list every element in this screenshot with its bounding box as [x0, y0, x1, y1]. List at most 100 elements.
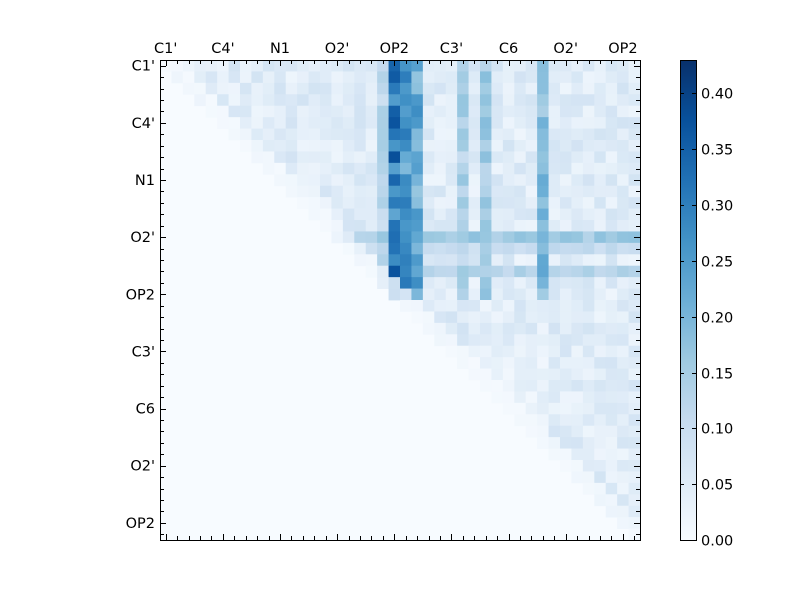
heatmap-cell [514, 357, 527, 369]
heatmap-cell [571, 368, 584, 381]
heatmap-cell [628, 208, 641, 221]
heatmap-cell [582, 174, 595, 187]
heatmap-cell [480, 357, 492, 369]
heatmap-cell [365, 220, 378, 232]
heatmap-cell [297, 185, 309, 198]
heatmap-cell [228, 105, 241, 118]
heatmap-cell [514, 265, 527, 278]
heatmap-cell [194, 71, 207, 84]
heatmap-cell [617, 288, 629, 301]
heatmap-cell [422, 94, 435, 107]
heatmap-cell [582, 117, 595, 129]
heatmap-cell [502, 220, 515, 232]
heatmap-cell [377, 265, 389, 278]
heatmap-cell [297, 82, 309, 95]
heatmap-cell [617, 105, 629, 118]
heatmap-cell [331, 162, 344, 175]
heatmap-cell [171, 71, 184, 84]
heatmap-cell [502, 151, 515, 164]
heatmap-cell [434, 197, 447, 209]
heatmap-cell [617, 460, 629, 472]
heatmap-cell [445, 185, 458, 198]
heatmap-cell [365, 231, 378, 244]
heatmap-cell [365, 254, 378, 267]
heatmap-cell [411, 128, 424, 141]
heatmap-cell [582, 220, 595, 232]
heatmap-cell [320, 60, 332, 72]
heatmap-cell [594, 460, 607, 472]
heatmap-cell [400, 128, 412, 141]
heatmap-cell [388, 220, 401, 232]
heatmap-cell [434, 322, 447, 335]
heatmap-cell [617, 220, 629, 232]
heatmap-cell [457, 185, 469, 198]
colorbar-tick-label: 0.35 [701, 143, 733, 159]
heatmap-cell [434, 162, 447, 175]
heatmap-cell [502, 368, 515, 381]
heatmap-cell [594, 414, 607, 427]
heatmap-cell [571, 185, 584, 198]
heatmap-cell [468, 254, 481, 267]
y-tick-label: C3' [132, 344, 155, 360]
heatmap-cell [445, 311, 458, 324]
heatmap-cell [411, 151, 424, 164]
heatmap-cell [491, 357, 504, 369]
heatmap-cell [605, 82, 618, 95]
heatmap-cell [434, 208, 447, 221]
heatmap-cell [354, 128, 367, 141]
heatmap-cell [502, 402, 515, 415]
heatmap-cell [617, 471, 629, 484]
heatmap-cell [571, 231, 584, 244]
heatmap-cell [525, 60, 538, 72]
heatmap-cell [594, 471, 607, 484]
heatmap-cell [617, 162, 629, 175]
heatmap-cell [617, 494, 629, 507]
heatmap-cell [445, 105, 458, 118]
heatmap-cell [468, 300, 481, 312]
heatmap-cell [365, 197, 378, 209]
heatmap-cell [560, 265, 572, 278]
heatmap-cell [537, 311, 549, 324]
heatmap-cell [525, 220, 538, 232]
heatmap-cell [560, 322, 572, 335]
heatmap-cell [365, 265, 378, 278]
heatmap-cell [411, 82, 424, 95]
heatmap-cell [582, 140, 595, 152]
heatmap-cell [594, 128, 607, 141]
heatmap-cell [537, 197, 549, 209]
heatmap-cell [331, 94, 344, 107]
heatmap-cell [377, 71, 389, 84]
heatmap-cell [537, 368, 549, 381]
heatmap-cell [605, 505, 618, 518]
heatmap-cell [480, 105, 492, 118]
heatmap-cell [571, 414, 584, 427]
heatmap-cell [525, 82, 538, 95]
heatmap-cell [560, 208, 572, 221]
heatmap-cell [525, 357, 538, 369]
heatmap-cell [537, 300, 549, 312]
heatmap-cell [480, 300, 492, 312]
heatmap-cell [582, 368, 595, 381]
heatmap-cell [514, 151, 527, 164]
heatmap-cell [617, 82, 629, 95]
heatmap-cell [331, 208, 344, 221]
heatmap-cell [548, 254, 561, 267]
heatmap-cell [537, 94, 549, 107]
heatmap-cell [628, 380, 641, 392]
heatmap-cell [285, 94, 298, 107]
heatmap-cell [594, 300, 607, 312]
heatmap-cell [274, 82, 287, 95]
heatmap-cell [182, 82, 195, 95]
heatmap-cell [525, 140, 538, 152]
heatmap-cell [594, 437, 607, 449]
heatmap-cell [617, 197, 629, 209]
heatmap-cell [262, 162, 275, 175]
heatmap-cell [560, 414, 572, 427]
heatmap-cell [320, 185, 332, 198]
heatmap-cell [297, 117, 309, 129]
heatmap-cell [445, 174, 458, 187]
heatmap-cell [582, 197, 595, 209]
heatmap-cell [628, 494, 641, 507]
heatmap-cell [457, 208, 469, 221]
heatmap-cell [171, 60, 184, 72]
